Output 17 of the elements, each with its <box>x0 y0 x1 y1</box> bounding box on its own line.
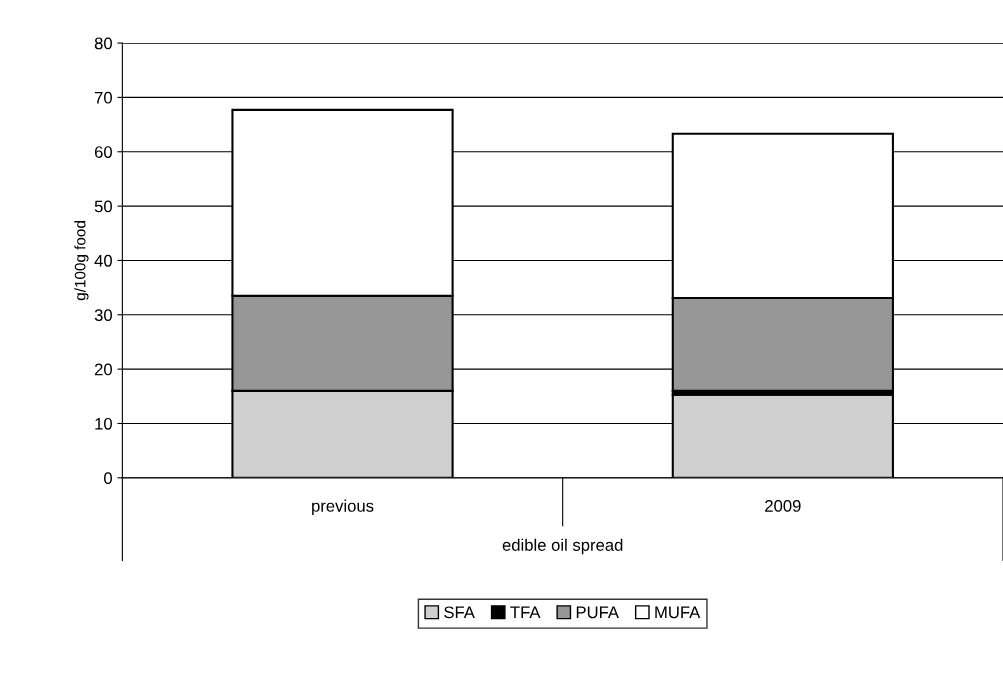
y-tick-label: 50 <box>94 200 112 213</box>
y-tick-label: 40 <box>94 254 112 267</box>
legend-label: MUFA <box>655 606 701 619</box>
legend-label: PUFA <box>576 606 619 619</box>
y-axis-title: g/100g food <box>74 221 89 301</box>
y-tick-label: 20 <box>94 363 112 376</box>
legend-label: SFA <box>444 606 475 619</box>
x-tick-label: 2009 <box>765 500 801 512</box>
y-tick-label: 30 <box>94 309 112 321</box>
y-tick-label: 60 <box>94 146 112 158</box>
legend-label: TFA <box>510 606 541 619</box>
y-tick-label: 10 <box>95 417 112 430</box>
y-tick-label: 70 <box>94 91 112 104</box>
x-tick-label: previous <box>312 499 374 516</box>
y-tick-label: 0 <box>104 472 112 485</box>
y-tick-label: 80 <box>94 37 112 50</box>
x-axis-title: edible oil spread <box>502 538 623 555</box>
